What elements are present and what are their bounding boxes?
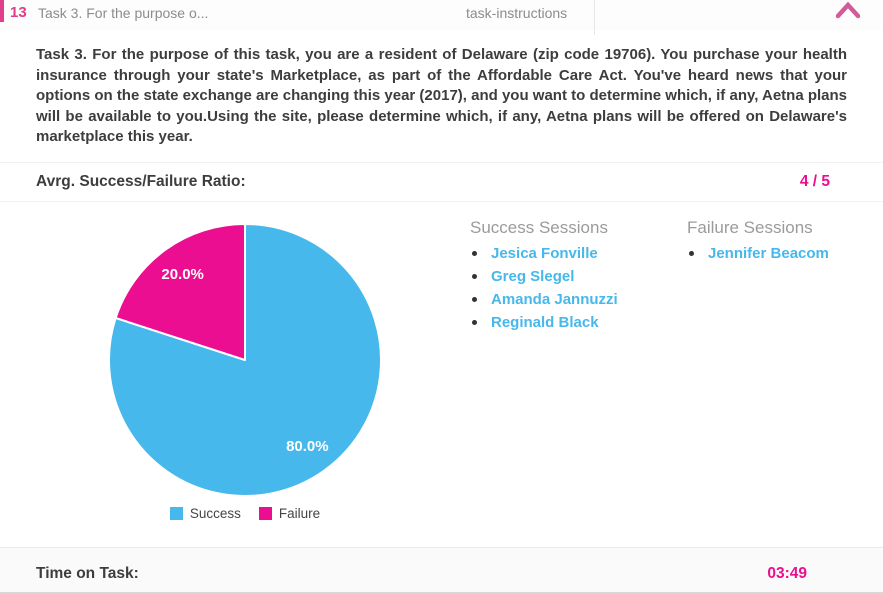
- task-accordion-header[interactable]: 13 Task 3. For the purpose o... task-ins…: [0, 0, 883, 35]
- failure-sessions-column: Failure Sessions Jennifer Beacom: [687, 218, 883, 268]
- pie-slice-label: 80.0%: [286, 438, 329, 455]
- legend-swatch: [169, 507, 183, 520]
- session-link[interactable]: Reginald Black: [470, 314, 685, 331]
- legend-swatch: [258, 507, 272, 520]
- success-sessions-column: Success Sessions Jesica Fonville Greg Sle…: [470, 218, 685, 337]
- header-column-divider: [594, 0, 595, 35]
- legend-item-success[interactable]: Success: [169, 506, 241, 521]
- ratio-value: 4 / 5: [799, 173, 830, 190]
- pie-legend: Success Failure: [105, 506, 385, 521]
- legend-item-failure[interactable]: Failure: [258, 506, 321, 521]
- session-link[interactable]: Amanda Jannuzzi: [470, 291, 685, 308]
- task-description: Task 3. For the purpose of this task, yo…: [36, 46, 848, 145]
- legend-label: Failure: [278, 506, 321, 521]
- time-on-task-row: Time on Task: 03:49: [0, 547, 883, 594]
- legend-label: Success: [189, 506, 241, 521]
- failure-sessions-list: Jennifer Beacom: [687, 245, 883, 262]
- ratio-label: Avrg. Success/Failure Ratio:: [36, 173, 246, 190]
- collapse-button[interactable]: [834, 1, 862, 23]
- session-link[interactable]: Jennifer Beacom: [687, 245, 883, 262]
- time-on-task-label: Time on Task:: [36, 565, 139, 582]
- success-failure-pie-chart[interactable]: 80.0% 20.0%: [105, 220, 385, 500]
- pie-slice-failure[interactable]: [114, 223, 246, 361]
- session-link[interactable]: Jesica Fonville: [470, 245, 685, 262]
- success-sessions-list: Jesica Fonville Greg Slegel Amanda Jannuzz…: [470, 245, 685, 331]
- success-failure-ratio-row: Avrg. Success/Failure Ratio: 4 / 5: [0, 162, 883, 202]
- success-sessions-heading: Success Sessions: [470, 218, 608, 237]
- session-link[interactable]: Greg Slegel: [470, 268, 685, 285]
- task-title-truncated: Task 3. For the purpose o...: [38, 5, 209, 21]
- accent-strip: [0, 0, 4, 22]
- column-label-task-instructions: task-instructions: [466, 5, 568, 21]
- pie-slice-label: 20.0%: [161, 266, 204, 283]
- time-on-task-value: 03:49: [767, 565, 807, 582]
- task-index: 13: [10, 4, 27, 21]
- chevron-up-icon: [835, 1, 861, 19]
- failure-sessions-heading: Failure Sessions: [687, 218, 813, 237]
